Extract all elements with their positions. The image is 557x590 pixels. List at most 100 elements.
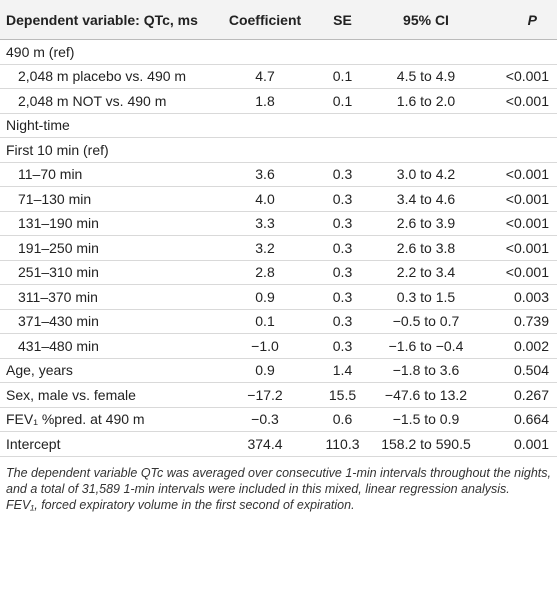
table-cell: <0.001 <box>482 162 557 187</box>
table-cell: −0.5 to 0.7 <box>370 309 482 334</box>
empty-cell <box>215 39 315 65</box>
column-header: 95% CI <box>370 0 482 40</box>
empty-cell <box>315 137 370 163</box>
table-row: First 10 min (ref) <box>0 137 557 163</box>
row-label: 11–70 min <box>0 162 215 187</box>
table-row: 311–370 min 0.9 0.3 0.3 to 1.5 0.003 <box>0 284 557 310</box>
table-row: Age, years 0.9 1.4 −1.8 to 3.6 0.504 <box>0 358 557 383</box>
row-label: First 10 min (ref) <box>0 137 215 163</box>
table-cell: −1.5 to 0.9 <box>370 407 482 432</box>
table-cell: 0.3 <box>315 186 370 212</box>
table-cell: <0.001 <box>482 88 557 114</box>
table-row: 191–250 min 3.2 0.3 2.6 to 3.8 <0.001 <box>0 235 557 261</box>
column-header: Coefficient <box>215 0 315 40</box>
row-label: 431–480 min <box>0 333 215 359</box>
table-cell: 2.8 <box>215 260 315 285</box>
table-row: 490 m (ref) <box>0 39 557 65</box>
column-header: Dependent variable: QTc, ms <box>0 0 215 40</box>
table-cell: 4.5 to 4.9 <box>370 64 482 89</box>
table-cell: <0.001 <box>482 211 557 236</box>
empty-cell <box>482 113 557 138</box>
header-row: Dependent variable: QTc, ms Coefficient SE… <box>0 0 557 40</box>
table-cell: 0.9 <box>215 284 315 310</box>
footnote: The dependent variable QTc was averaged … <box>6 465 551 496</box>
table-cell: 0.3 to 1.5 <box>370 284 482 310</box>
row-label: Intercept <box>0 431 215 457</box>
table-cell: 1.4 <box>315 358 370 383</box>
row-label: 2,048 m NOT vs. 490 m <box>0 88 215 114</box>
table-row: 2,048 m placebo vs. 490 m 4.7 0.1 4.5 to 4.… <box>0 64 557 89</box>
table-cell: 0.1 <box>215 309 315 334</box>
row-label: 2,048 m placebo vs. 490 m <box>0 64 215 89</box>
row-label: 71–130 min <box>0 186 215 212</box>
table-cell: 0.001 <box>482 431 557 457</box>
table-row: 71–130 min 4.0 0.3 3.4 to 4.6 <0.001 <box>0 186 557 212</box>
empty-cell <box>315 113 370 138</box>
table-cell: <0.001 <box>482 186 557 212</box>
table-cell: 2.6 to 3.8 <box>370 235 482 261</box>
row-label: Sex, male vs. female <box>0 382 215 408</box>
table-row: FEV₁ %pred. at 490 m −0.3 0.6 −1.5 to 0.9 0.… <box>0 407 557 432</box>
row-label: 191–250 min <box>0 235 215 261</box>
table-cell: <0.001 <box>482 64 557 89</box>
table-cell: 0.3 <box>315 211 370 236</box>
table-cell: 15.5 <box>315 382 370 408</box>
table-cell: 1.8 <box>215 88 315 114</box>
row-label: 371–430 min <box>0 309 215 334</box>
table-cell: 374.4 <box>215 431 315 457</box>
table-cell: 0.3 <box>315 260 370 285</box>
empty-cell <box>370 113 482 138</box>
table-cell: −1.0 <box>215 333 315 359</box>
table-cell: −1.8 to 3.6 <box>370 358 482 383</box>
table-row: 371–430 min 0.1 0.3 −0.5 to 0.7 0.739 <box>0 309 557 334</box>
table-cell: 4.0 <box>215 186 315 212</box>
table-cell: 3.0 to 4.2 <box>370 162 482 187</box>
table-cell: 4.7 <box>215 64 315 89</box>
table-cell: 0.1 <box>315 88 370 114</box>
table-cell: −47.6 to 13.2 <box>370 382 482 408</box>
table-cell: 0.739 <box>482 309 557 334</box>
table-cell: −0.3 <box>215 407 315 432</box>
table-cell: −1.6 to −0.4 <box>370 333 482 359</box>
table-row: 431–480 min −1.0 0.3 −1.6 to −0.4 0.002 <box>0 333 557 359</box>
table-cell: 3.3 <box>215 211 315 236</box>
table-row: 251–310 min 2.8 0.3 2.2 to 3.4 <0.001 <box>0 260 557 285</box>
row-label: Age, years <box>0 358 215 383</box>
footnote: FEV₁, forced expiratory volume in the fi… <box>6 497 355 512</box>
table-cell: <0.001 <box>482 260 557 285</box>
table-cell: 0.3 <box>315 235 370 261</box>
table-row: Night-time <box>0 113 557 138</box>
row-label: 311–370 min <box>0 284 215 310</box>
table-cell: 158.2 to 590.5 <box>370 431 482 457</box>
row-label: 131–190 min <box>0 211 215 236</box>
table-cell: 2.6 to 3.9 <box>370 211 482 236</box>
table-cell: 2.2 to 3.4 <box>370 260 482 285</box>
table-body: 490 m (ref) 2,048 m placebo vs. 490 m 4.7 0… <box>0 39 557 457</box>
table-cell: 0.3 <box>315 309 370 334</box>
column-header: SE <box>315 0 370 40</box>
table-cell: 0.9 <box>215 358 315 383</box>
table-cell: 3.2 <box>215 235 315 261</box>
table-cell: 110.3 <box>315 431 370 457</box>
empty-cell <box>215 113 315 138</box>
footnotes: The dependent variable QTc was averaged … <box>0 457 557 513</box>
table-cell: 0.3 <box>315 284 370 310</box>
empty-cell <box>482 137 557 163</box>
table-row: Intercept 374.4 110.3 158.2 to 590.5 0.001 <box>0 431 557 457</box>
row-label: FEV₁ %pred. at 490 m <box>0 407 215 432</box>
table-cell: 0.002 <box>482 333 557 359</box>
table-row: Sex, male vs. female −17.2 15.5 −47.6 to 13… <box>0 382 557 408</box>
table-cell: 0.504 <box>482 358 557 383</box>
table-cell: 0.6 <box>315 407 370 432</box>
column-header: P <box>482 0 557 40</box>
empty-cell <box>370 39 482 65</box>
table-cell: <0.001 <box>482 235 557 261</box>
row-label: 490 m (ref) <box>0 39 215 65</box>
table-cell: 3.4 to 4.6 <box>370 186 482 212</box>
empty-cell <box>482 39 557 65</box>
table-row: 11–70 min 3.6 0.3 3.0 to 4.2 <0.001 <box>0 162 557 187</box>
row-label: 251–310 min <box>0 260 215 285</box>
table-cell: −17.2 <box>215 382 315 408</box>
table-row: 2,048 m NOT vs. 490 m 1.8 0.1 1.6 to 2.0 <0.… <box>0 88 557 114</box>
